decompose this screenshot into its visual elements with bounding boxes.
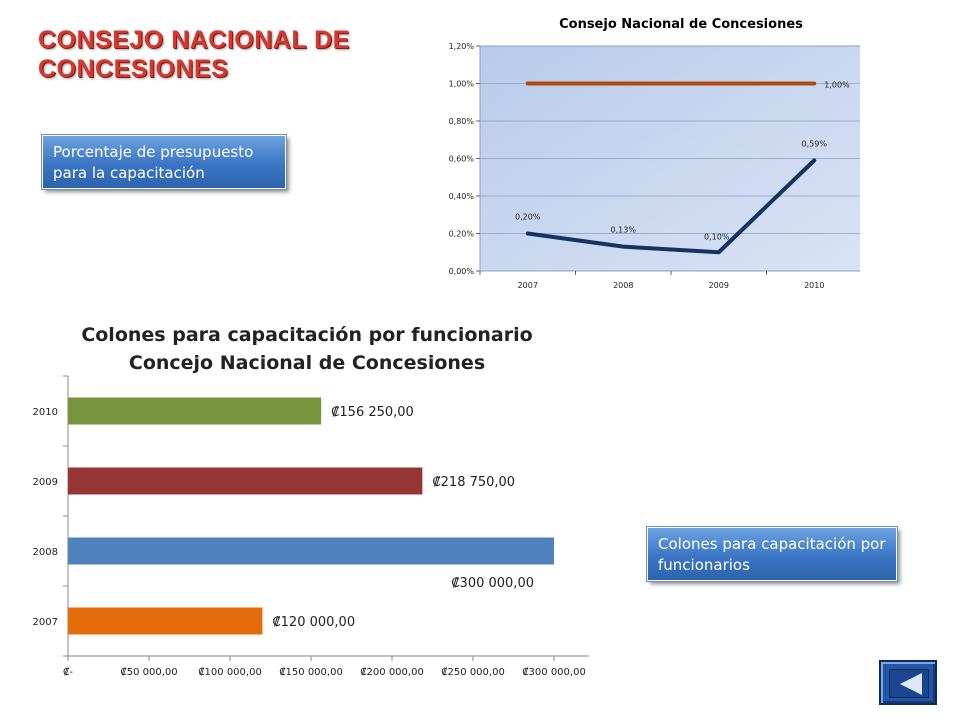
bar-chart-y-tick-label: 2008 <box>33 547 58 558</box>
bar-chart-title-line1: Colones para capacitación por funcionari… <box>81 324 532 346</box>
bar-chart-x-tick-label: ₡- <box>63 667 73 678</box>
back-triangle-icon <box>889 669 929 698</box>
bar-chart-y-tick-label: 2009 <box>33 477 58 488</box>
bar-2009 <box>68 467 423 495</box>
back-button[interactable] <box>879 660 937 705</box>
bar-chart-y-tick-label: 2010 <box>33 407 58 418</box>
line-chart-x-tick-label: 2010 <box>804 281 824 290</box>
bar-chart-x-tick-label: ₡200 000,00 <box>360 667 424 678</box>
bar-2008 <box>68 537 554 565</box>
line-chart-x-tick-label: 2009 <box>709 281 729 290</box>
colones-bar-chart: Colones para capacitación por funcionari… <box>33 324 589 678</box>
bar-chart-x-tick-label: ₡100 000,00 <box>198 667 262 678</box>
line-chart-x-tick-label: 2008 <box>613 281 633 290</box>
line-chart-y-tick-label: 1,20% <box>449 42 475 51</box>
line-chart-title: Consejo Nacional de Concesiones <box>559 17 803 32</box>
bar-chart-x-tick-label: ₡300 000,00 <box>522 667 586 678</box>
bar-value-label: ₡300 000,00 <box>451 576 534 591</box>
bar-chart-title-line2: Concejo Nacional de Concesiones <box>129 352 485 374</box>
bar-value-label: ₡156 250,00 <box>331 405 414 420</box>
bar-chart-x-tick-label: ₡50 000,00 <box>120 667 177 678</box>
line-chart-data-label: 0,59% <box>802 139 828 148</box>
line-chart-x-tick-label: 2007 <box>518 281 538 290</box>
bar-chart-y-tick-label: 2007 <box>33 617 58 628</box>
bar-value-label: ₡120 000,00 <box>272 615 355 630</box>
line-chart-y-tick-label: 1,00% <box>449 80 475 89</box>
line-chart-y-tick-label: 0,20% <box>449 230 475 239</box>
page-title: CONSEJO NACIONAL DE CONCESIONES <box>38 26 350 83</box>
bar-chart-x-tick-label: ₡250 000,00 <box>441 667 505 678</box>
bar-value-label: ₡218 750,00 <box>432 475 515 490</box>
budget-percentage-line-chart: Consejo Nacional de Concesiones 0,00% 0,2… <box>449 17 860 290</box>
line-chart-y-tick-label: 0,60% <box>449 155 475 164</box>
line-chart-y-tick-label: 0,00% <box>449 267 475 276</box>
budget-percentage-callout: Porcentaje de presupuesto para la capaci… <box>41 134 287 190</box>
line-chart-y-tick-label: 0,80% <box>449 117 475 126</box>
line-chart-data-label: 0,13% <box>611 226 637 235</box>
line-chart-data-label: 0,10% <box>704 232 730 241</box>
line-series-presupuesto <box>525 158 817 255</box>
line-chart-y-tick-label: 0,40% <box>449 192 475 201</box>
line-chart-data-label: 0,20% <box>515 213 541 222</box>
bar-2007 <box>68 607 263 635</box>
colones-callout: Colones para capacitación por funcionari… <box>646 526 898 582</box>
bar-2010 <box>68 397 322 425</box>
bar-chart-x-tick-label: ₡150 000,00 <box>279 667 343 678</box>
line-chart-data-label: 1,00% <box>824 81 850 90</box>
